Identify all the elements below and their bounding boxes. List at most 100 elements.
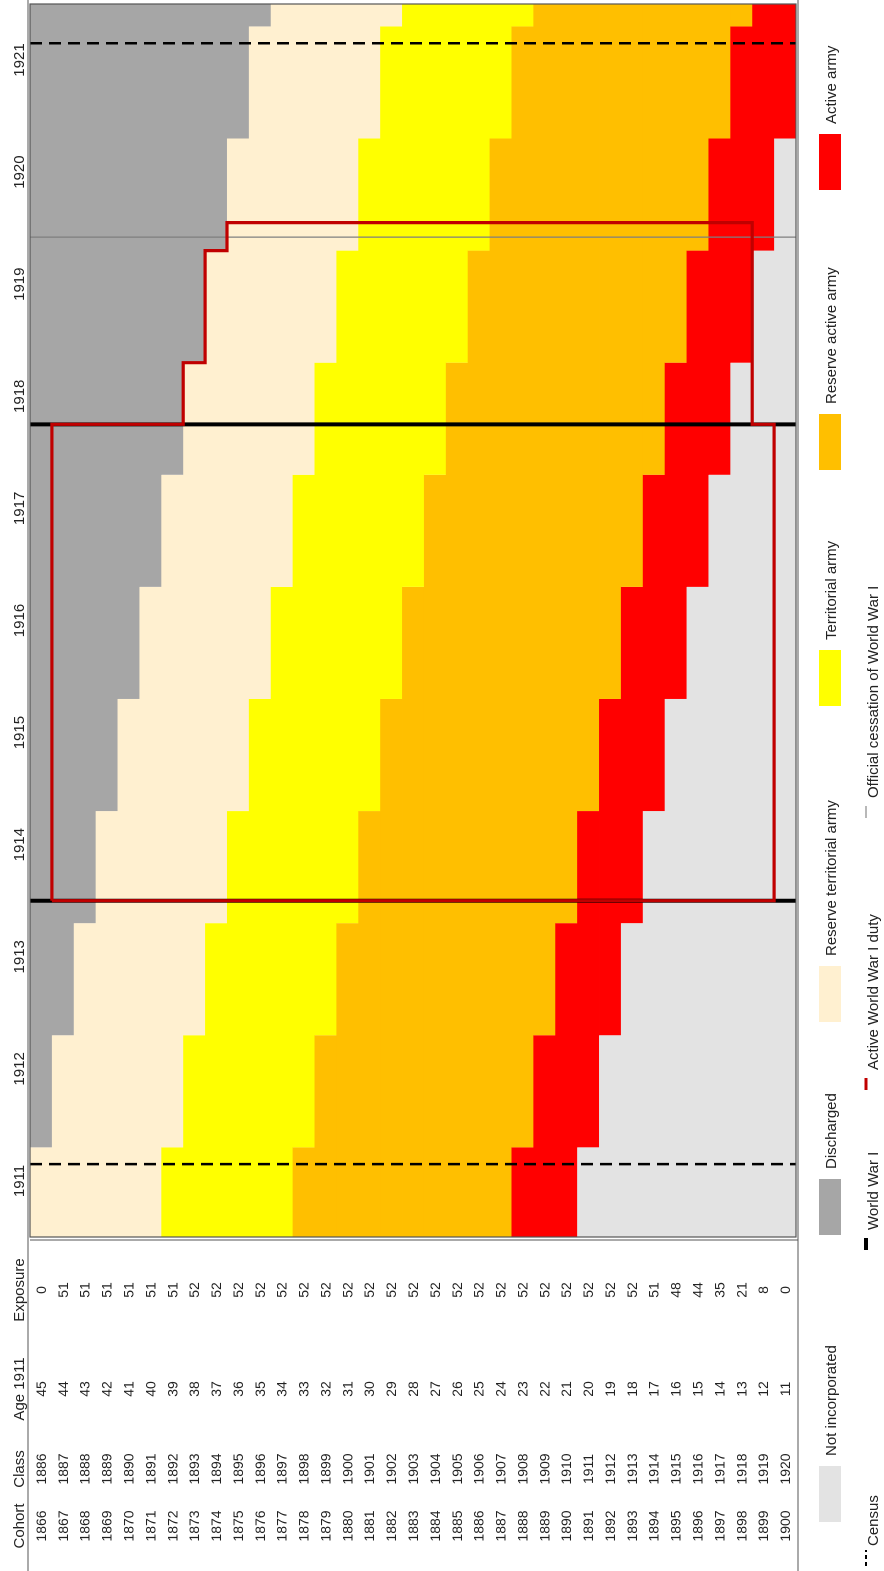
cell-1870-discharged xyxy=(117,4,140,699)
legend: Not incorporated Discharged Reserve territ… xyxy=(819,45,882,1566)
cell-1875-discharged xyxy=(226,4,250,139)
legend-label-reserve-territorial: Reserve territorial army xyxy=(823,800,840,956)
legend-line-label: Active World War I duty xyxy=(865,914,882,1070)
legend-line-label: World War I xyxy=(865,1152,882,1230)
table-cell-class: 1898 xyxy=(296,1453,312,1484)
table-cell-exposure: 52 xyxy=(558,1282,574,1298)
cell-1872-discharged xyxy=(161,4,184,475)
cell-1878-reserve-territorial xyxy=(292,4,315,475)
table-cell-cohort: 1896 xyxy=(690,1510,706,1541)
table-cell-age: 29 xyxy=(383,1381,399,1397)
cell-1888-reserve-active xyxy=(511,26,534,1148)
table-cell-age: 43 xyxy=(77,1381,93,1397)
cell-1871-discharged xyxy=(139,4,162,587)
cell-1900-active xyxy=(774,4,797,139)
table-cell-class: 1916 xyxy=(690,1453,706,1484)
table-cell-exposure: 52 xyxy=(383,1282,399,1298)
cell-1868-discharged xyxy=(73,4,97,924)
table-cell-exposure: 0 xyxy=(33,1286,49,1294)
cell-1879-reserve-active xyxy=(314,1035,337,1237)
table-cell-class: 1903 xyxy=(405,1453,421,1484)
cell-1868-reserve-territorial xyxy=(73,923,97,1237)
cell-1889-active xyxy=(533,1035,556,1237)
cell-1892-reserve-active xyxy=(599,4,622,699)
table-cell-class: 1893 xyxy=(186,1453,202,1484)
cell-1885-territorial xyxy=(445,4,469,363)
table-cell-cohort: 1891 xyxy=(580,1510,596,1541)
table-cell-cohort: 1889 xyxy=(536,1510,552,1541)
table-cell-cohort: 1868 xyxy=(77,1510,93,1541)
cell-1871-reserve-territorial xyxy=(139,586,162,1237)
cell-1878-reserve-active xyxy=(292,1147,315,1237)
table-cell-age: 23 xyxy=(514,1381,530,1397)
table-cell-class: 1904 xyxy=(427,1453,443,1484)
table-cell-exposure: 52 xyxy=(186,1282,202,1298)
table-cell-age: 21 xyxy=(558,1381,574,1397)
legend-swatch-discharged xyxy=(819,1179,841,1235)
chart-overlays xyxy=(27,0,799,1571)
table-cell-cohort: 1894 xyxy=(646,1510,662,1541)
table-cell-age: 36 xyxy=(230,1381,246,1397)
cell-1880-territorial xyxy=(336,250,359,924)
table-cell-age: 31 xyxy=(339,1381,355,1397)
cell-1883-territorial xyxy=(402,4,425,587)
table-cell-class: 1900 xyxy=(339,1453,355,1484)
cell-1873-reserve-territorial xyxy=(183,362,206,1036)
active-wwi-duty-outline xyxy=(50,221,776,903)
table-cell-exposure: 52 xyxy=(493,1282,509,1298)
cell-1896-reserve-active xyxy=(686,4,709,251)
table-cell-age: 15 xyxy=(690,1381,706,1397)
cell-1886-reserve-active xyxy=(467,250,490,1238)
cell-1897-reserve-active xyxy=(708,4,731,139)
table-cell-cohort: 1900 xyxy=(777,1510,793,1541)
cell-1898-active xyxy=(730,26,753,363)
table-cell-age: 35 xyxy=(252,1381,268,1397)
cell-1866-discharged xyxy=(30,4,53,1148)
table-cell-cohort: 1869 xyxy=(99,1510,115,1541)
table-cell-exposure: 52 xyxy=(536,1282,552,1298)
table-cell-exposure: 52 xyxy=(580,1282,596,1298)
table-cell-cohort: 1873 xyxy=(186,1510,202,1541)
table-cell-exposure: 52 xyxy=(339,1282,355,1298)
cell-1874-territorial xyxy=(205,923,228,1237)
cell-1888-territorial xyxy=(511,4,534,27)
cell-1895-reserve-active xyxy=(664,4,687,363)
table-cell-cohort: 1897 xyxy=(711,1510,727,1541)
table-cell-age: 42 xyxy=(99,1381,115,1397)
table-cell-class: 1908 xyxy=(514,1453,530,1484)
table-cell-exposure: 51 xyxy=(55,1282,71,1298)
table-cell-exposure: 52 xyxy=(318,1282,334,1298)
table-cell-exposure: 8 xyxy=(755,1286,771,1294)
table-cell-cohort: 1870 xyxy=(121,1510,137,1541)
cell-1885-reserve-active xyxy=(445,362,469,1237)
table-cell-cohort: 1895 xyxy=(668,1510,684,1541)
table-cell-age: 13 xyxy=(733,1381,749,1397)
table-cell-cohort: 1899 xyxy=(755,1510,771,1541)
cell-1883-reserve-active xyxy=(402,586,425,1237)
table-cell-exposure: 51 xyxy=(142,1282,158,1298)
cell-1891-active xyxy=(577,811,600,1148)
table-cell-age: 37 xyxy=(208,1381,224,1397)
table-header-cohort: Cohort xyxy=(11,1503,28,1549)
year-tick-label: 1915 xyxy=(11,716,28,749)
table-cell-cohort: 1892 xyxy=(602,1510,618,1541)
cell-1899-not-incorporated xyxy=(752,250,775,1238)
legend-label-reserve-active: Reserve active army xyxy=(823,267,840,404)
table-cell-class: 1887 xyxy=(55,1453,71,1484)
cell-1881-reserve-territorial xyxy=(358,4,381,139)
table-cell-age: 19 xyxy=(602,1381,618,1397)
table-cell-class: 1889 xyxy=(99,1453,115,1484)
table-cell-class: 1907 xyxy=(493,1453,509,1484)
cohort-table: 1911191219131914191519161917191819191920… xyxy=(11,43,798,1549)
cell-1886-territorial xyxy=(467,4,490,251)
legend-swatch-reserve-active xyxy=(819,414,841,470)
table-cell-exposure: 52 xyxy=(427,1282,443,1298)
cell-1894-active xyxy=(642,474,666,812)
year-tick-label: 1920 xyxy=(11,155,28,188)
table-cell-class: 1918 xyxy=(733,1453,749,1484)
year-tick-label: 1916 xyxy=(11,604,28,637)
cell-1876-reserve-territorial xyxy=(248,26,272,699)
table-cell-class: 1886 xyxy=(33,1453,49,1484)
table-cell-age: 38 xyxy=(186,1381,202,1397)
